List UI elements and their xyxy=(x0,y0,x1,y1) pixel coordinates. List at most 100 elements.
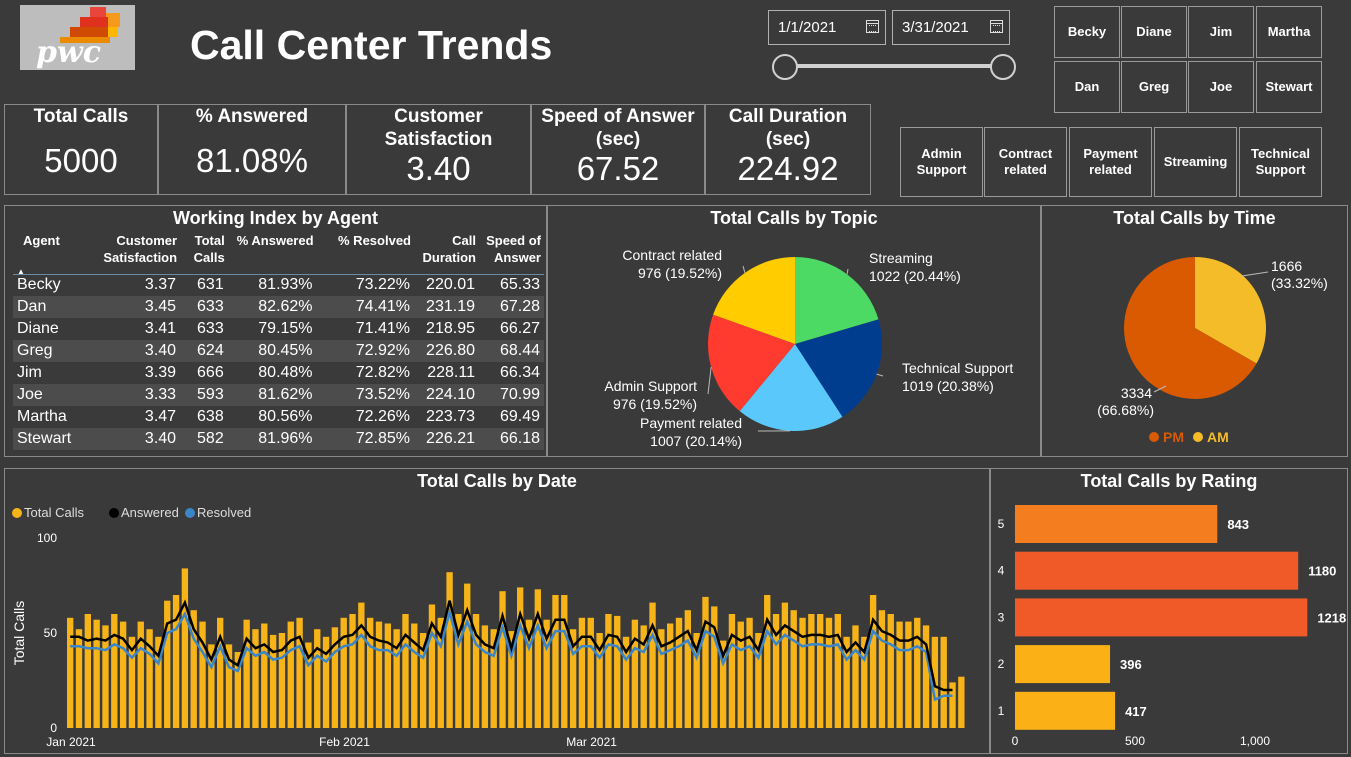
agent-filter-button[interactable]: Jim xyxy=(1188,6,1254,58)
agent-filter-button[interactable]: Greg xyxy=(1121,61,1187,113)
slice-name-label: Technical Support xyxy=(902,360,1013,376)
slice-value-label: 976 (19.52%) xyxy=(613,396,697,412)
table-row[interactable]: Jim 3.39 666 80.48% 72.82% 228.11 66.34 xyxy=(13,362,544,384)
topic-chart-title: Total Calls by Topic xyxy=(710,208,878,228)
date-bar xyxy=(817,614,824,728)
table-row[interactable]: Diane 3.41 633 79.15% 71.41% 218.95 66.27 xyxy=(13,318,544,340)
rating-bar xyxy=(1015,645,1111,684)
date-bar xyxy=(790,610,797,728)
date-bar xyxy=(164,600,171,728)
topic-filter-button[interactable]: Admin Support xyxy=(900,127,983,197)
sort-ascending-icon[interactable]: ▲ xyxy=(17,267,25,276)
start-date-input[interactable]: 1/1/2021 xyxy=(768,10,886,45)
rating-bar xyxy=(1015,505,1218,543)
date-bar xyxy=(808,614,815,728)
legend-label: Total Calls xyxy=(24,505,84,520)
y-axis-label: Total Calls xyxy=(11,601,27,666)
pwc-logo-text: pwc xyxy=(36,35,102,70)
topic-filter-button[interactable]: Streaming xyxy=(1154,127,1237,197)
date-bar xyxy=(869,595,877,728)
table-cell: 70.99 xyxy=(478,384,544,406)
date-bar xyxy=(172,595,180,728)
column-header[interactable]: % Resolved xyxy=(316,232,414,275)
category-label: 4 xyxy=(998,564,1005,578)
date-bar xyxy=(887,614,894,728)
topic-filter-button[interactable]: Contract related xyxy=(984,127,1067,197)
slice-pct-label: (66.68%) xyxy=(1097,402,1154,418)
kpi-label: Customer Satisfaction xyxy=(384,106,493,150)
agent-table-title: Working Index by Agent xyxy=(172,208,378,228)
legend-marker xyxy=(1193,432,1203,442)
end-date-input[interactable]: 3/31/2021 xyxy=(892,10,1010,45)
column-header[interactable]: Speed of Answer xyxy=(478,232,544,275)
date-bar xyxy=(243,619,250,728)
table-cell: Diane xyxy=(17,320,59,337)
column-header[interactable]: Total Calls xyxy=(180,232,228,275)
table-cell: 81.62% xyxy=(227,384,317,406)
agent-filter-button[interactable]: Stewart xyxy=(1256,61,1322,113)
answered-line xyxy=(70,599,953,692)
table-row[interactable]: Martha 3.47 638 80.56% 72.26% 223.73 69.49 xyxy=(13,406,544,428)
date-bar xyxy=(234,652,241,728)
table-cell: 79.15% xyxy=(258,320,313,337)
legend-label: AM xyxy=(1207,429,1229,445)
agent-filter-button[interactable]: Becky xyxy=(1054,6,1120,58)
table-cell: 228.11 xyxy=(427,364,475,381)
calendar-icon[interactable] xyxy=(866,20,879,33)
table-row[interactable]: Dan 3.45 633 82.62% 74.41% 231.19 67.28 xyxy=(13,296,544,318)
topic-filter-button[interactable]: Technical Support xyxy=(1239,127,1322,197)
category-label: 3 xyxy=(998,610,1005,624)
agent-filter-button[interactable]: Martha xyxy=(1256,6,1322,58)
date-bar xyxy=(711,606,718,728)
end-date-value: 3/31/2021 xyxy=(902,19,969,36)
date-range-slider[interactable] xyxy=(786,64,1004,68)
column-header[interactable]: Customer Satisfaction xyxy=(80,232,181,275)
calendar-icon[interactable] xyxy=(990,20,1003,33)
table-row[interactable]: Joe 3.33 593 81.62% 73.52% 224.10 70.99 xyxy=(13,384,544,406)
column-header[interactable]: Call Duration xyxy=(414,232,479,275)
date-bar xyxy=(119,621,127,728)
date-bar xyxy=(305,642,312,728)
table-row[interactable]: Stewart 3.40 582 81.96% 72.85% 226.21 66.18 xyxy=(13,428,544,450)
table-cell: 220.01 xyxy=(426,276,475,294)
table-cell: Joe xyxy=(13,384,81,406)
date-bar xyxy=(914,617,921,728)
slice-value-label: 3334 xyxy=(1121,385,1152,401)
date-bar xyxy=(825,617,833,728)
agent-filter-button[interactable]: Dan xyxy=(1054,61,1120,113)
pwc-logo-mark xyxy=(60,7,120,43)
date-bar xyxy=(287,621,294,728)
table-cell: Dan xyxy=(13,296,81,318)
time-pie-chart: 1666(33.32%) 3334(66.68%) PM AM xyxy=(1097,257,1328,445)
topic-filter-button[interactable]: Payment related xyxy=(1069,127,1152,197)
date-bar xyxy=(296,617,303,728)
table-cell: 3.40 xyxy=(80,428,181,450)
column-header[interactable]: % Answered xyxy=(227,232,317,275)
legend-marker xyxy=(185,508,195,518)
rating-bar xyxy=(1015,598,1308,637)
table-cell: Becky xyxy=(17,276,61,294)
table-cell: 72.92% xyxy=(316,340,414,362)
date-bar xyxy=(569,629,577,728)
agent-filter-button[interactable]: Joe xyxy=(1188,61,1254,113)
date-bar xyxy=(525,619,533,728)
date-range-start-handle[interactable] xyxy=(772,54,798,80)
table-row[interactable]: Greg 3.40 624 80.45% 72.92% 226.80 68.44 xyxy=(13,340,544,362)
table-cell: Greg xyxy=(13,340,81,362)
agent-filter-button[interactable]: Diane xyxy=(1121,6,1187,58)
date-bar xyxy=(428,604,436,728)
date-bar xyxy=(667,623,674,728)
x-tick-label: 1,000 xyxy=(1240,734,1270,748)
column-header[interactable]: Agent xyxy=(13,232,81,275)
table-row[interactable]: Becky 3.37 631 81.93% 73.22% 220.01 65.33 xyxy=(13,274,544,296)
slice-value-label: 1666 xyxy=(1271,258,1302,274)
table-cell: 82.62% xyxy=(227,296,317,318)
date-bar xyxy=(349,614,356,728)
table-cell: 66.27 xyxy=(499,320,540,337)
date-chart-panel: Total Calls by Date 0 50 100 Total Calls Tot… xyxy=(4,468,990,754)
date-range-end-handle[interactable] xyxy=(990,54,1016,80)
table-cell: 72.26% xyxy=(355,408,410,425)
slice-name-label: Admin Support xyxy=(604,378,697,394)
date-bar xyxy=(411,623,418,728)
bar-value-label: 1180 xyxy=(1308,564,1336,579)
